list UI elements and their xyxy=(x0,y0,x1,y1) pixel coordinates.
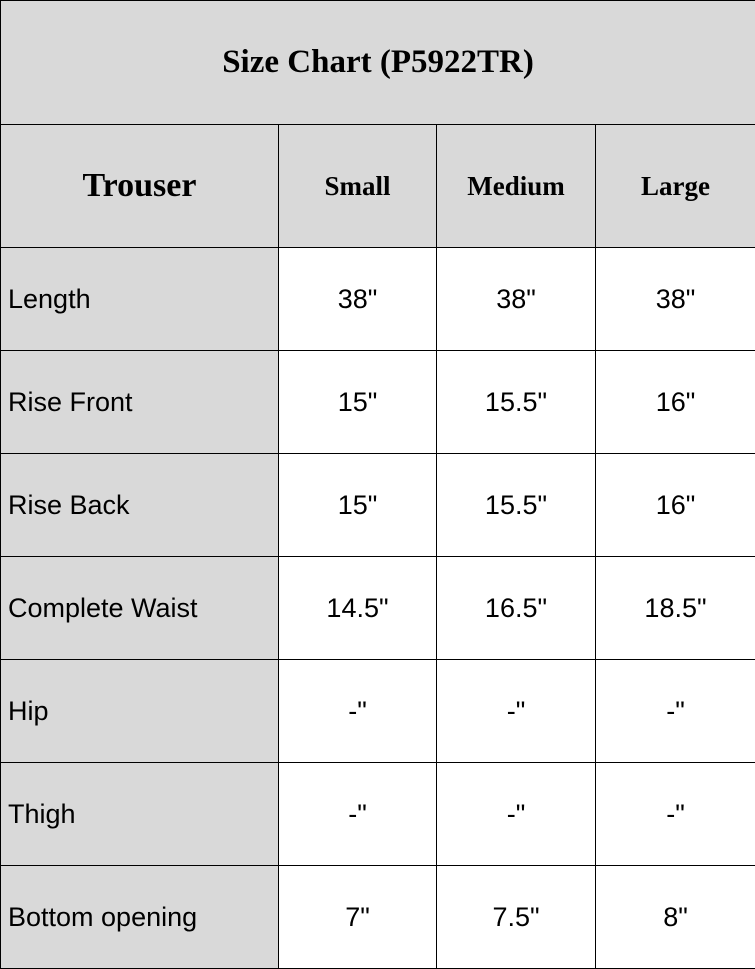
size-value-cell: 15" xyxy=(278,350,437,454)
size-value-cell: 15" xyxy=(278,453,437,557)
size-value-cell: 38" xyxy=(278,247,437,351)
size-value-cell: -" xyxy=(595,762,755,866)
table-row: Rise Back 15" 15.5" 16" xyxy=(0,453,755,557)
row-label: Length xyxy=(0,247,279,351)
size-value-cell: 18.5" xyxy=(595,556,755,660)
size-value-cell: 7.5" xyxy=(436,865,596,969)
table-row: Hip -" -" -" xyxy=(0,659,755,763)
table-row: Bottom opening 7" 7.5" 8" xyxy=(0,865,755,969)
row-label: Complete Waist xyxy=(0,556,279,660)
table-row: Thigh -" -" -" xyxy=(0,762,755,866)
row-label: Hip xyxy=(0,659,279,763)
header-small: Small xyxy=(278,124,437,248)
size-value-cell: 38" xyxy=(595,247,755,351)
header-medium: Medium xyxy=(436,124,596,248)
row-label: Thigh xyxy=(0,762,279,866)
size-value-cell: -" xyxy=(436,659,596,763)
table-row: Length 38" 38" 38" xyxy=(0,247,755,351)
size-value-cell: -" xyxy=(278,659,437,763)
row-label: Rise Front xyxy=(0,350,279,454)
row-label: Rise Back xyxy=(0,453,279,557)
table-row: Complete Waist 14.5" 16.5" 18.5" xyxy=(0,556,755,660)
table-row: Rise Front 15" 15.5" 16" xyxy=(0,350,755,454)
size-value-cell: 16" xyxy=(595,453,755,557)
size-value-cell: 16" xyxy=(595,350,755,454)
size-value-cell: 7" xyxy=(278,865,437,969)
header-row: Trouser Small Medium Large xyxy=(0,124,755,248)
header-large: Large xyxy=(595,124,755,248)
size-value-cell: 15.5" xyxy=(436,350,596,454)
size-value-cell: 8" xyxy=(595,865,755,969)
size-value-cell: 14.5" xyxy=(278,556,437,660)
header-trouser: Trouser xyxy=(0,124,279,248)
size-value-cell: -" xyxy=(595,659,755,763)
size-value-cell: -" xyxy=(278,762,437,866)
size-value-cell: 38" xyxy=(436,247,596,351)
size-value-cell: 15.5" xyxy=(436,453,596,557)
size-value-cell: -" xyxy=(436,762,596,866)
size-value-cell: 16.5" xyxy=(436,556,596,660)
table-title: Size Chart (P5922TR) xyxy=(0,0,755,125)
row-label: Bottom opening xyxy=(0,865,279,969)
